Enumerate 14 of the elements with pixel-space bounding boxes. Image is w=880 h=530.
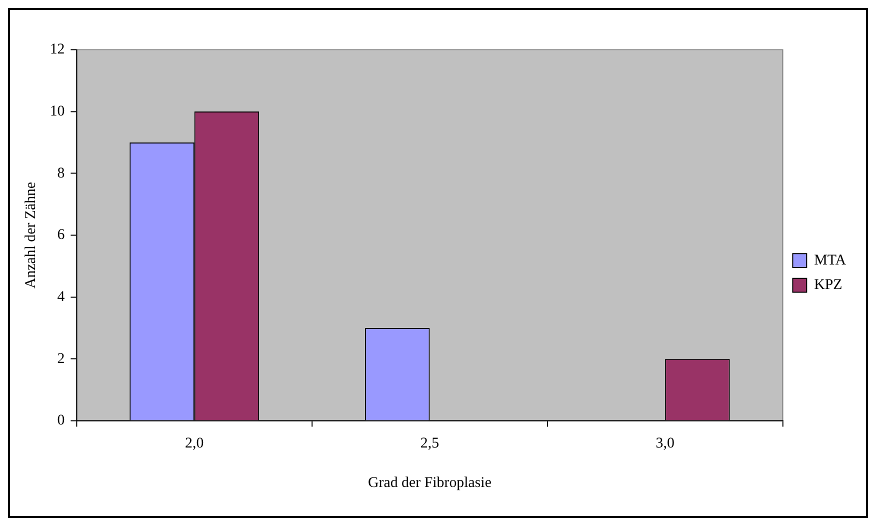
y-tick-label: 4 [57,288,66,305]
y-tick-label: 0 [57,412,65,429]
y-tick-label: 6 [57,227,65,244]
y-tick-label: 10 [50,103,65,120]
x-tick-label: 2,0 [185,436,204,452]
y-tick-label: 2 [57,350,65,367]
y-tick-label: 8 [57,165,65,182]
y-axis-title: Anzahl der Zähne [22,182,39,288]
y-tick-label: 12 [50,42,65,58]
x-axis-title: Grad der Fibroplasie [368,475,492,492]
legend-label: KPZ [814,277,842,294]
x-tick-label: 3,0 [656,436,674,452]
legend-label: MTA [814,252,846,268]
x-tick-label: 2,5 [420,436,440,452]
